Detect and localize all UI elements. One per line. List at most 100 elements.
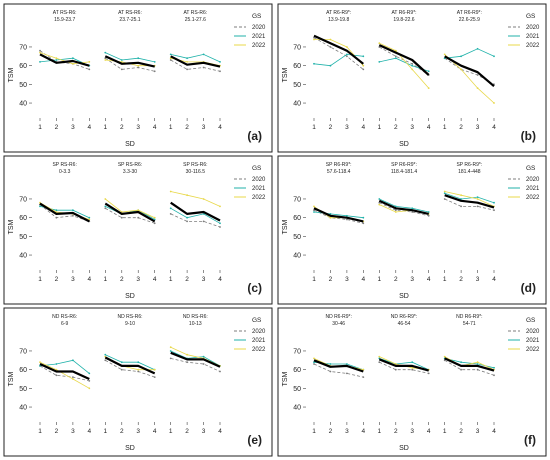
y-axis-label: TSM <box>8 67 15 82</box>
series-point-2021 <box>104 353 107 356</box>
facet-subtitle: 30-46 <box>332 321 345 327</box>
x-tick-label: 3 <box>136 276 140 283</box>
series-point-2022 <box>137 64 140 67</box>
legend-title: GS <box>252 13 262 20</box>
series-point-2022 <box>88 61 91 63</box>
x-tick-label: 2 <box>185 428 189 435</box>
x-tick-label: 2 <box>185 124 189 131</box>
series-point-2022 <box>378 355 381 358</box>
legend: GS 2020 2021 2022 <box>234 317 266 353</box>
facet-title: AT RS-R6: <box>53 10 77 16</box>
mean-line <box>444 357 495 372</box>
series-point-2020 <box>55 374 58 377</box>
series-point-2021 <box>120 361 123 364</box>
x-tick-label: 4 <box>362 124 366 131</box>
series-line-2021 <box>444 48 495 59</box>
x-tick-label: 4 <box>218 428 222 435</box>
legend: GS 2020 2021 2022 <box>234 165 266 201</box>
facet-title: ND RS-R6: <box>52 314 77 320</box>
series-point-2020 <box>362 68 365 71</box>
facet-subtitle: 181.4-448 <box>458 169 481 175</box>
series-line-2020 <box>313 363 364 378</box>
series-point-2022 <box>476 87 479 89</box>
series-line-2020 <box>105 207 155 224</box>
series-point-2022 <box>443 53 446 56</box>
series-point-2020 <box>88 68 91 71</box>
legend-label: 2020 <box>526 25 540 31</box>
panel-frame <box>3 3 273 153</box>
x-tick-label: 3 <box>71 276 75 283</box>
series-point-2021 <box>104 51 107 54</box>
series-point-2021 <box>153 61 156 63</box>
x-tick-label: 1 <box>378 428 382 435</box>
facet-title: SP RS-R6: <box>118 162 142 168</box>
x-tick-label: 2 <box>55 124 59 131</box>
y-tick-label: 70 <box>293 348 301 355</box>
x-tick-label: 3 <box>345 428 349 435</box>
x-tick-label: 2 <box>459 124 463 131</box>
legend-label: 2021 <box>252 338 266 344</box>
series-point-2020 <box>202 66 205 69</box>
facet-title: AT R6-R9*: <box>457 10 482 16</box>
series-point-2020 <box>39 49 41 52</box>
series-point-2022 <box>362 368 365 371</box>
series-point-2021 <box>476 47 479 50</box>
series-line-2021 <box>170 53 221 63</box>
y-axis-label: TSM <box>8 219 15 234</box>
x-tick-label: 2 <box>329 276 333 283</box>
panel-frame <box>3 155 273 305</box>
series-line-2020 <box>170 358 221 372</box>
series-point-2020 <box>169 213 172 215</box>
facet: AT R6-R9*:13.9-19.8 1 2 3 4 <box>312 10 365 131</box>
series-line-2020 <box>313 209 364 224</box>
series-point-2021 <box>169 53 172 56</box>
facet: SP RS-R6:30-116.5 1 2 3 4 <box>169 162 222 283</box>
series-point-2021 <box>346 53 348 56</box>
series-line-2020 <box>105 359 155 378</box>
y-axis-label: TSM <box>282 219 289 234</box>
series-point-2020 <box>169 59 172 61</box>
legend-label: 2022 <box>526 347 540 353</box>
series-point-2021 <box>476 196 479 199</box>
series-point-2021 <box>313 62 315 65</box>
series-point-2021 <box>329 64 332 67</box>
y-tick-label: 50 <box>293 82 301 89</box>
series-point-2022 <box>186 353 189 356</box>
facet-subtitle: 54-71 <box>463 321 476 327</box>
y-axis-label: TSM <box>282 67 289 82</box>
y-tick-label: 60 <box>19 63 27 70</box>
x-axis-label: SD <box>399 293 409 300</box>
y-tick-label: 70 <box>19 348 27 355</box>
facet-title: SP R6-R9*: <box>391 162 417 168</box>
x-axis-label: SD <box>125 293 135 300</box>
series-point-2022 <box>72 62 74 65</box>
series-point-2021 <box>313 361 315 364</box>
series-point-2022 <box>137 368 140 371</box>
x-tick-label: 3 <box>345 276 349 283</box>
series-point-2020 <box>329 370 332 373</box>
facet-subtitle: 46-54 <box>398 321 411 327</box>
series-point-2021 <box>39 61 41 63</box>
y-tick-label: 60 <box>293 367 301 374</box>
facet: AT R6-R9*:19.8-22.6 1 2 3 4 <box>378 10 431 131</box>
series-point-2021 <box>329 213 332 215</box>
facet-title: SP RS-R6: <box>52 162 76 168</box>
series-line-2020 <box>170 59 221 72</box>
series-point-2020 <box>219 226 221 228</box>
series-point-2022 <box>137 209 140 212</box>
x-axis-label: SD <box>125 141 135 148</box>
series-point-2021 <box>202 53 205 56</box>
x-tick-label: 2 <box>394 428 398 435</box>
series-point-2020 <box>137 66 140 69</box>
legend-label: 2020 <box>252 177 266 183</box>
mean-line <box>378 44 430 76</box>
panel-label: (c) <box>247 281 262 295</box>
series-point-2022 <box>72 378 74 380</box>
mean-line <box>313 359 364 373</box>
series-point-2020 <box>153 222 156 225</box>
series-point-2022 <box>219 205 221 208</box>
series-point-2022 <box>153 368 156 371</box>
